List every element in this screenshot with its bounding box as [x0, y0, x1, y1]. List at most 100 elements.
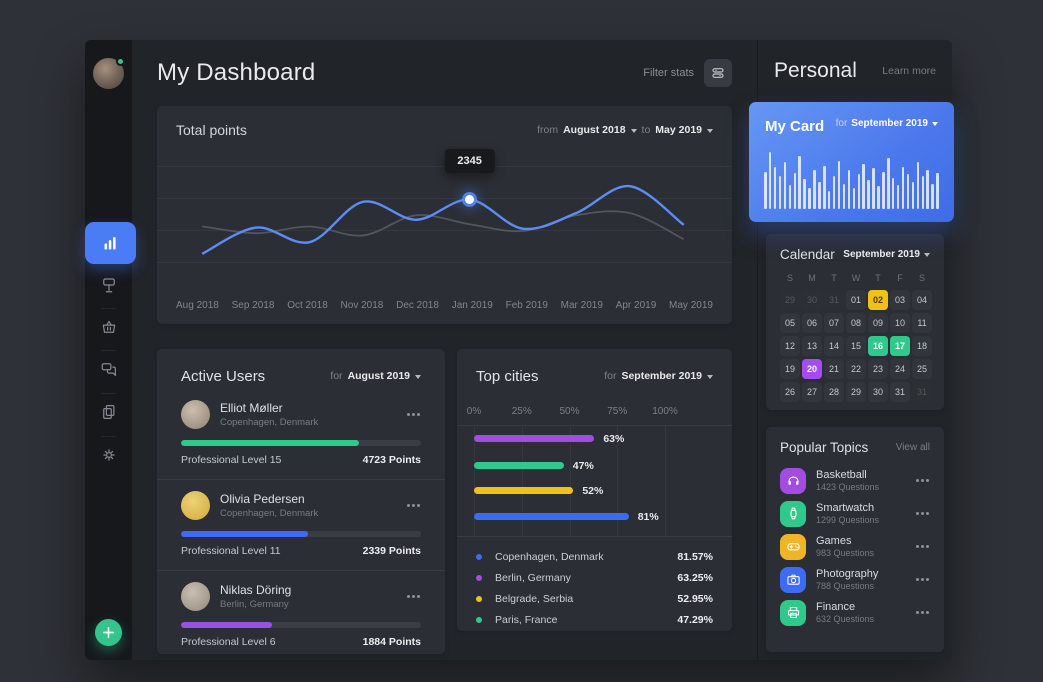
sparkline-bar — [911, 182, 915, 209]
calendar-day[interactable]: 16 — [868, 336, 888, 356]
caret-down-icon — [932, 122, 938, 126]
legend-city: Copenhagen, Denmark — [495, 550, 604, 563]
sparkline-bar — [768, 152, 772, 209]
topic-name: Photography — [816, 568, 879, 580]
calendar-day[interactable]: 10 — [890, 313, 910, 333]
x-tick: Aug 2018 — [176, 300, 219, 311]
sidebar-item-settings[interactable] — [93, 439, 125, 471]
more-options-icon[interactable] — [916, 611, 930, 614]
chart-tooltip: 2345 — [444, 149, 495, 173]
chart-highlight-dot[interactable] — [465, 195, 475, 205]
calendar-day[interactable]: 11 — [912, 313, 932, 333]
legend: Copenhagen, Denmark 81.57% Berlin, Germa… — [476, 537, 713, 630]
printer-icon — [780, 599, 806, 626]
top-cities-period-dropdown[interactable]: for September 2019 — [604, 370, 713, 382]
topic-name: Basketball — [816, 469, 867, 481]
calendar-day[interactable]: 27 — [802, 382, 822, 402]
sparkline-bar — [847, 170, 851, 209]
chart-gridline — [157, 198, 732, 199]
calendar-day[interactable]: 06 — [802, 313, 822, 333]
sparkline-bar — [857, 174, 861, 209]
calendar-day[interactable]: 14 — [824, 336, 844, 356]
calendar-day[interactable]: 08 — [846, 313, 866, 333]
user-level: Professional Level 11 — [181, 545, 281, 557]
more-options-icon[interactable] — [916, 545, 930, 548]
my-card-period-dropdown[interactable]: for September 2019 — [836, 118, 938, 129]
calendar-day[interactable]: 03 — [890, 290, 910, 310]
calendar-day[interactable]: 18 — [912, 336, 932, 356]
calendar-day[interactable]: 31 — [912, 382, 932, 402]
axis-tick: 75% — [607, 406, 628, 417]
sidebar-divider — [101, 308, 116, 309]
add-button[interactable] — [95, 619, 122, 646]
active-users-period-dropdown[interactable]: for August 2019 — [330, 370, 421, 382]
bar-row: 47% — [474, 460, 665, 472]
topic-row: Games 983 Questions — [780, 530, 930, 563]
topic-row: Basketball 1423 Questions — [780, 464, 930, 497]
grid-vline — [569, 426, 571, 536]
sparkline-bar — [852, 188, 856, 209]
calendar-day[interactable]: 26 — [780, 382, 800, 402]
calendar-day[interactable]: 19 — [780, 359, 800, 379]
calendar-day[interactable]: 09 — [868, 313, 888, 333]
calendar-day[interactable]: 28 — [824, 382, 844, 402]
more-options-icon[interactable] — [916, 512, 930, 515]
view-all-link[interactable]: View all — [895, 442, 930, 453]
calendar-day[interactable]: 22 — [846, 359, 866, 379]
calendar-day[interactable]: 20 — [802, 359, 822, 379]
sidebar-item-messages[interactable] — [93, 353, 125, 385]
user-level: Professional Level 6 — [181, 636, 276, 648]
sidebar-item-basket[interactable] — [93, 311, 125, 343]
calendar-day[interactable]: 25 — [912, 359, 932, 379]
calendar-day[interactable]: 30 — [868, 382, 888, 402]
sidebar-item-documents[interactable] — [93, 396, 125, 428]
calendar-day[interactable]: 24 — [890, 359, 910, 379]
sidebar — [85, 40, 136, 660]
bar[interactable] — [474, 462, 564, 469]
sparkline-bar — [882, 171, 885, 209]
weekday-label: W — [851, 273, 861, 283]
more-options-icon[interactable] — [407, 595, 421, 598]
bar[interactable] — [474, 487, 574, 494]
calendar-day[interactable]: 13 — [802, 336, 822, 356]
calendar-day[interactable]: 31 — [890, 382, 910, 402]
calendar-day[interactable]: 23 — [868, 359, 888, 379]
bar[interactable] — [474, 513, 629, 520]
sidebar-item-signpost[interactable] — [93, 269, 125, 301]
calendar-day[interactable]: 29 — [780, 290, 800, 310]
bar[interactable] — [474, 435, 595, 442]
documents-icon — [103, 405, 115, 419]
my-card[interactable]: My Card for September 2019 — [749, 102, 954, 222]
sidebar-item-stats[interactable] — [85, 222, 136, 264]
from-dropdown[interactable]: August 2018 — [563, 124, 637, 136]
calendar-day[interactable]: 15 — [846, 336, 866, 356]
filter-stats-button[interactable] — [704, 59, 732, 87]
calendar-day[interactable]: 02 — [868, 290, 888, 310]
more-options-icon[interactable] — [916, 479, 930, 482]
calendar-period-dropdown[interactable]: September 2019 — [843, 249, 930, 260]
calendar-day[interactable]: 29 — [846, 382, 866, 402]
calendar-day[interactable]: 12 — [780, 336, 800, 356]
grid-vline — [474, 426, 475, 536]
popular-topics-card: Popular Topics View all Basketball 1423 … — [766, 427, 944, 652]
topic-questions: 1299 Questions — [816, 515, 880, 525]
calendar-day[interactable]: 01 — [846, 290, 866, 310]
more-options-icon[interactable] — [407, 413, 421, 416]
x-tick: Dec 2018 — [396, 300, 439, 311]
calendar-day[interactable]: 05 — [780, 313, 800, 333]
calendar-day[interactable]: 04 — [912, 290, 932, 310]
user-avatar[interactable] — [93, 57, 125, 89]
learn-more-link[interactable]: Learn more — [882, 65, 936, 77]
calendar-day[interactable]: 21 — [824, 359, 844, 379]
more-options-icon[interactable] — [407, 504, 421, 507]
more-options-icon[interactable] — [916, 578, 930, 581]
sparkline-bar — [827, 191, 831, 209]
calendar-day[interactable]: 30 — [802, 290, 822, 310]
user-row: Elliot Møller Copenhagen, Denmark Profes… — [157, 389, 445, 480]
legend-ring-icon — [476, 574, 482, 581]
to-dropdown[interactable]: May 2019 — [655, 124, 713, 136]
calendar-day[interactable]: 07 — [824, 313, 844, 333]
calendar-day[interactable]: 17 — [890, 336, 910, 356]
line-chart[interactable] — [157, 154, 732, 299]
calendar-day[interactable]: 31 — [824, 290, 844, 310]
